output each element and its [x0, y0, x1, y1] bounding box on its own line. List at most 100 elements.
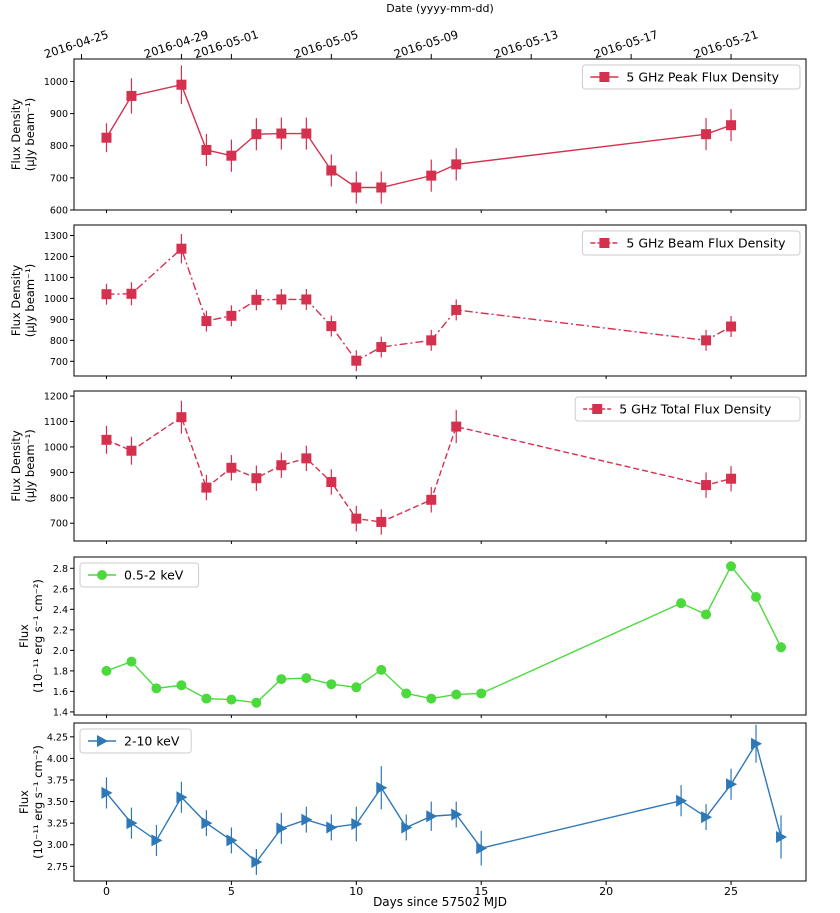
- data-point: [276, 822, 288, 835]
- data-point: [151, 834, 163, 847]
- data-point: [301, 294, 312, 305]
- y-tick-label: 4.00: [47, 754, 68, 765]
- data-point: [251, 129, 262, 140]
- data-point: [326, 321, 337, 332]
- panel-2: 700 800 900 1000 1100 1200 1300 Flux Density (μJ…: [9, 224, 807, 379]
- data-point: [101, 665, 112, 676]
- legend-label: 2-10 keV: [124, 734, 180, 749]
- panel-3: 700 800 900 1000 1100 1200 Flux Density (μJy be…: [9, 390, 807, 544]
- x-tick-label: 15: [474, 885, 488, 898]
- y-axis-label: Flux: [17, 624, 31, 648]
- data-point: [176, 680, 187, 691]
- data-point: [126, 445, 137, 456]
- series-line: [106, 247, 732, 362]
- data-point: [426, 494, 437, 505]
- top-tick-label: 2016-05-21: [692, 27, 760, 61]
- data-point: [351, 355, 362, 366]
- data-point: [426, 693, 437, 704]
- data-point: [726, 561, 737, 572]
- data-point: [751, 592, 762, 603]
- data-point: [426, 335, 437, 346]
- data-point: [701, 335, 712, 346]
- series-line: [106, 416, 732, 523]
- x-tick-label: 20: [599, 885, 613, 898]
- data-point: [451, 159, 462, 170]
- y-tick-label: 600: [50, 206, 68, 217]
- data-point: [126, 90, 137, 101]
- y-tick-label: 3.75: [47, 775, 68, 786]
- legend-label: 5 GHz Beam Flux Density: [626, 236, 786, 251]
- data-point: [101, 132, 112, 143]
- y-tick-label: 1.4: [53, 707, 68, 718]
- data-point: [251, 473, 262, 484]
- y-tick-label: 1.6: [53, 687, 68, 698]
- data-point: [676, 598, 687, 609]
- x-tick-label: 10: [349, 885, 363, 898]
- data-point: [351, 513, 362, 524]
- data-point: [101, 786, 113, 799]
- data-point: [726, 473, 737, 484]
- data-point: [476, 842, 488, 855]
- y-tick-label: 1000: [44, 442, 68, 453]
- data-point: [376, 664, 387, 675]
- data-point: [101, 289, 112, 300]
- x-tick-label: 0: [103, 885, 110, 898]
- y-tick-label: 1000: [44, 77, 68, 88]
- axes-frame: [73, 58, 807, 211]
- data-point: [176, 243, 187, 254]
- data-point: [226, 150, 237, 161]
- data-point: [451, 808, 463, 821]
- data-point: [176, 79, 187, 90]
- data-point: [301, 813, 313, 826]
- bottom-day-axis: 0 5 10 15 20 25: [103, 881, 738, 898]
- data-point: [301, 128, 312, 139]
- legend-box: [574, 396, 801, 422]
- panel-5: 2.75 3.00 3.25 3.50 3.75 4.00 4.25 Flux (10⁻¹¹ e…: [17, 722, 807, 882]
- panel-4: 1.4 1.6 1.8 2.0 2.2 2.4 2.6 2.8 Flux (10⁻¹¹ erg s…: [17, 556, 807, 718]
- y-tick-label: 900: [50, 468, 68, 479]
- data-point: [476, 688, 487, 699]
- legend-box: [79, 728, 192, 754]
- legend: 2-10 keV: [79, 728, 192, 754]
- data-point: [276, 460, 287, 471]
- y-axis-label: (10⁻¹¹ erg s⁻¹ cm⁻²): [31, 579, 45, 693]
- data-point: [126, 288, 137, 299]
- y-axis-label: (μJy beam⁻¹): [23, 98, 37, 171]
- axes-frame: [73, 224, 807, 377]
- series-line: [106, 564, 782, 704]
- y-tick-label: 800: [50, 336, 68, 347]
- legend-marker: [97, 735, 108, 747]
- data-point: [251, 856, 263, 869]
- y-tick-label: 800: [50, 141, 68, 152]
- y-tick-label: 1000: [44, 294, 68, 305]
- data-point: [276, 674, 287, 685]
- data-point: [126, 656, 137, 667]
- legend-marker: [599, 238, 610, 248]
- top-tick-label: 2016-04-25: [42, 27, 110, 61]
- y-axis-label: (10⁻¹¹ erg s⁻¹ cm⁻²): [31, 745, 45, 859]
- data-point: [251, 294, 262, 305]
- data-point: [451, 304, 462, 315]
- legend-label: 5 GHz Total Flux Density: [619, 402, 772, 417]
- top-tick-label: 2016-05-09: [392, 27, 460, 61]
- data-point: [176, 791, 188, 804]
- data-point: [376, 342, 387, 353]
- y-tick-label: 700: [50, 519, 68, 530]
- x-tick-label: 25: [724, 885, 738, 898]
- y-tick-label: 2.0: [53, 646, 68, 657]
- x-axis-label: Days since 57502 MJD: [373, 895, 507, 909]
- y-tick-label: 2.6: [53, 584, 68, 595]
- y-tick-label: 1100: [44, 417, 68, 428]
- data-point: [751, 737, 763, 750]
- top-tick-label: 2016-05-13: [492, 27, 560, 61]
- data-point: [376, 781, 388, 794]
- y-tick-label: 3.25: [47, 819, 68, 830]
- axes-frame: [73, 390, 807, 542]
- top-tick-label: 2016-05-05: [292, 27, 360, 61]
- data-point: [451, 689, 462, 700]
- legend-marker: [97, 570, 107, 580]
- y-tick-label: 1200: [44, 252, 68, 263]
- data-point: [676, 794, 688, 807]
